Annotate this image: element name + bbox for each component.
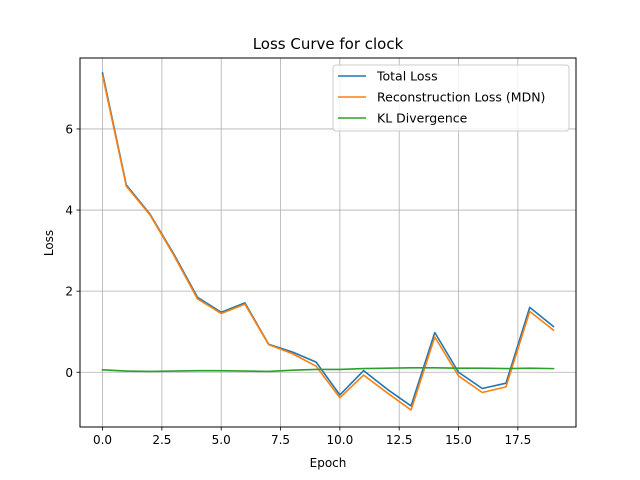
y-tick-label: 0 — [65, 366, 73, 380]
legend-label-kl-divergence: KL Divergence — [377, 111, 468, 126]
x-tick-label: 17.5 — [504, 433, 531, 447]
y-tick-label: 2 — [65, 285, 73, 299]
x-tick-label: 5.0 — [212, 433, 231, 447]
legend-label-reconstruction-loss-mdn: Reconstruction Loss (MDN) — [377, 90, 545, 105]
x-tick-label: 15.0 — [445, 433, 472, 447]
legend: Total Loss Reconstruction Loss (MDN) KL Di… — [332, 64, 570, 132]
x-tick-label: 7.5 — [271, 433, 290, 447]
x-tick-label: 2.5 — [152, 433, 171, 447]
y-axis-ticks: 0 2 4 6 — [65, 122, 80, 380]
x-tick-label: 0.0 — [93, 433, 112, 447]
x-axis-label: Epoch — [310, 456, 347, 470]
legend-box — [332, 64, 570, 132]
x-axis-ticks: 0.0 2.5 5.0 7.5 10.0 12.5 15.0 17.5 — [93, 427, 531, 447]
legend-label-total-loss: Total Loss — [376, 69, 438, 84]
series-line-reconstruction-loss-mdn — [101, 74, 555, 411]
y-axis-label: Loss — [42, 230, 56, 256]
series-lines — [101, 72, 555, 411]
x-tick-label: 12.5 — [386, 433, 413, 447]
y-tick-label: 4 — [65, 204, 73, 218]
x-tick-label: 10.0 — [327, 433, 354, 447]
chart-title: Loss Curve for clock — [253, 35, 404, 53]
series-line-kl-divergence — [101, 366, 555, 373]
axes-frame — [79, 57, 577, 428]
y-tick-label: 6 — [65, 122, 73, 136]
